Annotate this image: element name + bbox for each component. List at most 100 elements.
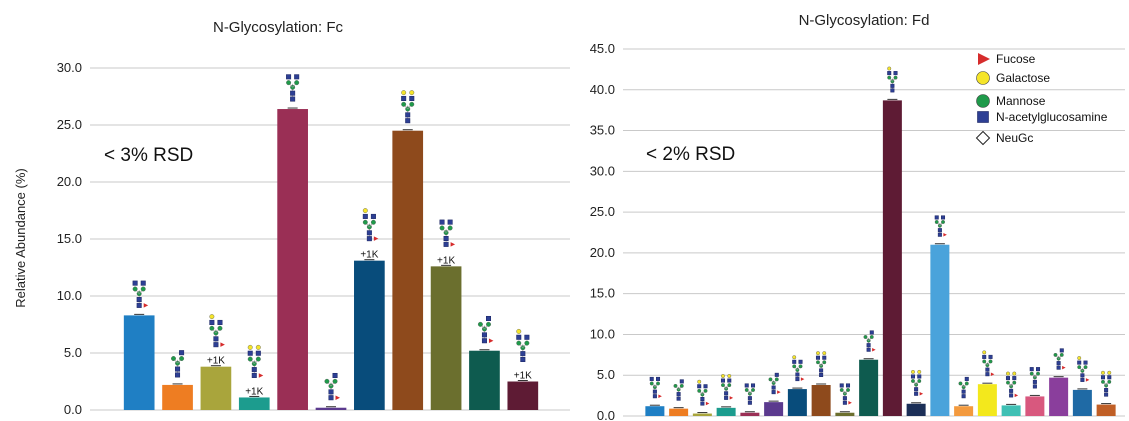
- y-tick-label: 15.0: [590, 286, 615, 301]
- fd-chart-title: N-Glycosylation: Fd: [799, 12, 930, 29]
- galactose-icon: [209, 314, 215, 320]
- glcnac-icon: [1009, 393, 1014, 398]
- glycan-structure-icon: [477, 315, 494, 344]
- glcnac-icon: [362, 213, 368, 219]
- glcnac-icon: [1012, 376, 1017, 381]
- galactose-icon: [976, 71, 990, 85]
- y-tick-label: 0.0: [64, 402, 82, 417]
- galactose-icon: [1006, 371, 1010, 376]
- glcnac-icon: [988, 354, 993, 359]
- fucose-icon: [848, 400, 852, 405]
- glcnac-icon: [941, 215, 946, 220]
- mannose-icon: [1036, 371, 1040, 376]
- mannose-icon: [209, 325, 215, 331]
- glcnac-icon: [724, 395, 729, 400]
- glcnac-icon: [700, 401, 705, 406]
- bar-note-label: +1K: [245, 386, 263, 397]
- glycan-structure-icon: [839, 383, 852, 405]
- glcnac-icon: [516, 334, 522, 340]
- fc-chart-title: N-Glycosylation: Fc: [213, 19, 344, 36]
- legend-label: Fucose: [996, 52, 1036, 66]
- glcnac-icon: [795, 372, 800, 377]
- glcnac-icon: [842, 400, 847, 405]
- glcnac-icon: [887, 71, 892, 76]
- glcnac-icon: [1056, 361, 1061, 366]
- mannose-icon: [1053, 352, 1058, 357]
- bar-note-label: +1K: [207, 356, 225, 367]
- glcnac-icon: [720, 378, 725, 383]
- glycan-structure-icon: [286, 74, 300, 102]
- fucose-icon: [777, 390, 781, 394]
- legend-label: Galactose: [996, 71, 1050, 85]
- mannose-icon: [727, 383, 732, 388]
- glycan-structure-icon: [863, 330, 876, 352]
- mannose-icon: [744, 388, 749, 392]
- mannose-icon: [656, 381, 660, 386]
- mannose-icon: [1083, 365, 1088, 370]
- mannose-icon: [217, 325, 223, 331]
- fucose-icon: [919, 392, 924, 396]
- fucose-icon: [220, 342, 225, 347]
- glcnac-icon: [703, 384, 708, 389]
- glycan-structure-icon: [887, 66, 898, 93]
- mannose-icon: [439, 225, 445, 231]
- mannose-icon: [1006, 380, 1010, 385]
- glcnac-icon: [815, 355, 820, 360]
- mannose-icon: [976, 94, 990, 108]
- legend-item: NeuGc: [975, 130, 1033, 146]
- mannose-icon: [649, 381, 654, 386]
- glcnac-icon: [217, 319, 223, 325]
- glcnac-icon: [914, 387, 919, 392]
- glcnac-icon: [328, 389, 334, 395]
- mannose-icon: [816, 360, 820, 365]
- mannose-icon: [751, 388, 755, 392]
- bar: [882, 100, 902, 416]
- fucose-icon: [1085, 378, 1090, 382]
- glcnac-icon: [1077, 360, 1082, 365]
- galactose-icon: [816, 351, 820, 356]
- glcnac-icon: [751, 383, 756, 388]
- bar-note-label: +1K: [360, 250, 378, 261]
- glcnac-icon: [961, 389, 966, 394]
- glcnac-icon: [798, 359, 803, 364]
- legend-label: NeuGc: [996, 131, 1033, 145]
- glycan-structure-icon: [1100, 370, 1112, 397]
- fucose-icon: [705, 401, 710, 406]
- galactose-icon: [1101, 370, 1105, 375]
- glycan-structure-icon: [401, 90, 415, 124]
- fucose-icon: [143, 303, 149, 308]
- galactose-icon: [917, 369, 922, 374]
- glcnac-icon: [179, 350, 185, 356]
- mannose-icon: [863, 335, 868, 339]
- glcnac-icon: [724, 391, 729, 396]
- glcnac-icon: [839, 383, 844, 388]
- mannose-icon: [887, 75, 892, 80]
- glcnac-icon: [328, 395, 334, 401]
- galactose-icon: [727, 374, 732, 378]
- bar: [787, 389, 807, 416]
- glcnac-icon: [744, 383, 749, 388]
- glcnac-icon: [251, 367, 257, 373]
- bar: [906, 403, 926, 416]
- glcnac-icon: [140, 280, 146, 286]
- galactose-icon: [982, 350, 987, 355]
- glcnac-icon: [869, 330, 874, 335]
- bar: [315, 407, 347, 410]
- mannose-icon: [362, 219, 368, 225]
- mannose-icon: [332, 378, 338, 384]
- fucose-icon: [488, 338, 494, 343]
- glcnac-icon: [1036, 367, 1041, 372]
- fd-legend: Fucose Galactose Mannose N-acetylglucosamin…: [975, 52, 1108, 146]
- mannose-icon: [958, 381, 963, 386]
- glycan-structure-icon: [439, 219, 456, 247]
- mannose-icon: [774, 377, 779, 382]
- bar: [692, 413, 712, 416]
- y-tick-label: 20.0: [57, 174, 82, 189]
- glycan-structure-icon: [247, 344, 264, 378]
- y-tick-label: 25.0: [57, 117, 82, 132]
- glycan-structure-icon: [768, 372, 781, 395]
- glcnac-icon: [520, 357, 526, 362]
- legend-label: N-acetylglucosamine: [996, 110, 1108, 124]
- glcnac-icon: [866, 347, 871, 352]
